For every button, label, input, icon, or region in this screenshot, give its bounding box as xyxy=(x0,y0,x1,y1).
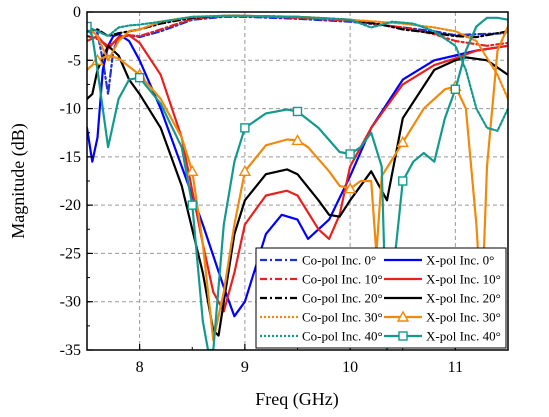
legend-marker xyxy=(396,310,410,322)
legend-label: X-pol Inc. 10° xyxy=(426,272,501,287)
series-marker-9 xyxy=(450,84,461,94)
series-marker-9 xyxy=(240,123,250,133)
legend-box xyxy=(255,247,507,349)
series-marker-9 xyxy=(398,176,408,186)
y-tick-label: -30 xyxy=(60,294,81,311)
series-marker-7 xyxy=(238,164,252,177)
legend-marker xyxy=(398,331,408,341)
y-tick-label: -20 xyxy=(60,197,81,214)
legend-label: X-pol Inc. 0° xyxy=(426,253,494,268)
series-marker-9 xyxy=(187,200,197,210)
series-line-3 xyxy=(87,34,508,313)
legend-label: X-pol Inc. 40° xyxy=(426,329,501,344)
series-line-8 xyxy=(87,14,508,132)
legend-label: Co-pol Inc. 20° xyxy=(302,291,383,306)
x-tick-label: 8 xyxy=(136,359,144,376)
legend-label: X-pol Inc. 20° xyxy=(426,291,501,306)
y-axis-title: Magnitude (dB) xyxy=(8,123,29,238)
series-line-5 xyxy=(87,44,508,337)
legend-label: X-pol Inc. 30° xyxy=(426,310,501,325)
y-tick-label: -35 xyxy=(60,342,81,359)
axis-ticks: 8 9 10 11 0 -5 -10 -15 -20 -25 -30 -35 xyxy=(60,4,509,376)
x-tick-label: 11 xyxy=(448,359,463,376)
series-marker-9 xyxy=(87,21,92,32)
series-marker-7 xyxy=(291,133,304,146)
x-tick-label: 10 xyxy=(342,359,358,376)
legend-label: Co-pol Inc. 40° xyxy=(302,329,383,344)
y-tick-label: 0 xyxy=(73,4,81,21)
series-marker-9 xyxy=(292,106,303,117)
y-tick-label: -15 xyxy=(60,149,81,166)
x-axis-title: Freq (GHz) xyxy=(255,389,338,410)
series-marker-9 xyxy=(345,149,355,159)
legend-label: Co-pol Inc. 10° xyxy=(302,272,383,287)
y-tick-label: -5 xyxy=(68,52,81,69)
series-marker-9 xyxy=(134,72,145,83)
x-tick-label: 9 xyxy=(241,359,249,376)
legend-label: Co-pol Inc. 0° xyxy=(302,253,376,268)
legend: Co-pol Inc. 0° X-pol Inc. 0° Co-pol Inc. 1… xyxy=(255,247,507,349)
y-tick-label: -25 xyxy=(60,245,81,262)
series-layer xyxy=(87,14,508,350)
y-tick-label: -10 xyxy=(60,101,81,118)
legend-label: Co-pol Inc. 30° xyxy=(302,310,383,325)
series-marker-7 xyxy=(343,182,357,194)
series-line-1 xyxy=(87,33,508,318)
series-marker-7 xyxy=(396,135,409,148)
series-marker-7 xyxy=(186,164,199,177)
